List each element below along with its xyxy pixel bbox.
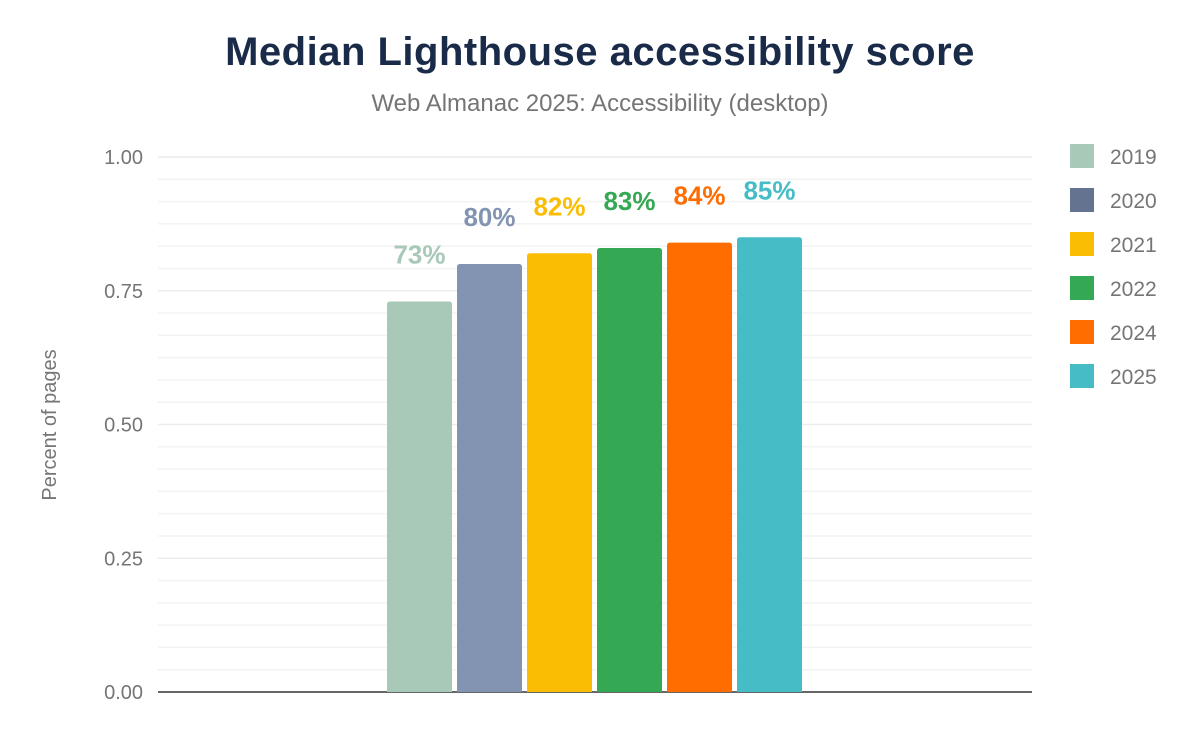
- y-axis-label: Percent of pages: [39, 349, 61, 500]
- bar-2020: [457, 264, 522, 692]
- bar-2022: [597, 247, 662, 692]
- data-label-2019: 73%: [393, 239, 445, 269]
- data-label-2020: 80%: [463, 202, 515, 232]
- chart-title: Median Lighthouse accessibility score: [225, 30, 975, 74]
- chart-subtitle: Web Almanac 2025: Accessibility (desktop…: [371, 90, 829, 117]
- data-label-2021: 82%: [533, 191, 585, 221]
- legend-swatch-2019: [1070, 144, 1094, 168]
- y-tick-label: 1.00: [104, 147, 143, 169]
- data-label-2022: 83%: [603, 186, 655, 216]
- legend-label-2024: 2024: [1110, 322, 1157, 345]
- legend-label-2022: 2022: [1110, 278, 1157, 301]
- y-tick-label: 0.00: [104, 682, 143, 704]
- legend-swatch-2024: [1070, 320, 1094, 344]
- legend-label-2025: 2025: [1110, 366, 1157, 389]
- data-label-2024: 84%: [673, 181, 725, 211]
- legend-swatch-2021: [1070, 232, 1094, 256]
- data-label-2025: 85%: [743, 175, 795, 205]
- bar-2024: [667, 242, 732, 692]
- bar-2019: [387, 301, 452, 692]
- y-tick-label: 0.50: [104, 415, 143, 437]
- legend-swatch-2025: [1070, 364, 1094, 388]
- bar-2021: [527, 253, 592, 693]
- legend-label-2021: 2021: [1110, 234, 1157, 257]
- legend-swatch-2022: [1070, 276, 1094, 300]
- bar-2025: [737, 237, 802, 692]
- y-tick-label: 0.25: [104, 548, 143, 570]
- legend-label-2019: 2019: [1110, 146, 1157, 169]
- legend-label-2020: 2020: [1110, 190, 1157, 213]
- legend-swatch-2020: [1070, 188, 1094, 212]
- y-tick-label: 0.75: [104, 281, 143, 303]
